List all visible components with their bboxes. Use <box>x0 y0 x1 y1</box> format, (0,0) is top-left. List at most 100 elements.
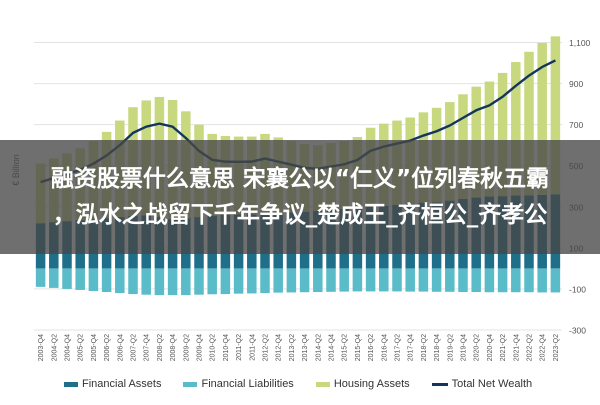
financial-liabilities-bar <box>247 268 257 294</box>
x-tick-label: 2012-Q2 <box>263 334 270 361</box>
housing-assets-bar <box>497 72 508 197</box>
legend-label: Total Net Wealth <box>451 378 533 390</box>
housing-assets-bar <box>484 81 495 197</box>
legend-swatch <box>315 381 330 387</box>
x-tick-label: 2009-Q2 <box>183 334 190 361</box>
financial-liabilities-bar <box>537 268 547 293</box>
x-tick-label: 2011-Q4 <box>249 334 256 361</box>
legend-item: Total Net Wealth <box>431 378 533 390</box>
x-tick-label: 2019-Q2 <box>447 334 454 361</box>
x-tick-label: 2019-Q4 <box>461 334 468 361</box>
headline-line-2: ，泓水之战留下千年争议_楚成王_齐桓公_齐孝公 <box>52 202 548 228</box>
x-tick-label: 2018-Q4 <box>434 334 441 361</box>
financial-liabilities-bar <box>418 268 429 292</box>
financial-liabilities-bar <box>379 268 389 292</box>
headline-overlay: 融资股票什么意思 宋襄公以“仁义”位列春秋五霸 ，泓水之战留下千年争议_楚成王_… <box>0 140 600 254</box>
headline-line-1: 融资股票什么意思 宋襄公以“仁义”位列春秋五霸 <box>50 166 550 192</box>
financial-liabilities-bar <box>524 268 534 293</box>
financial-liabilities-bar <box>458 268 468 293</box>
financial-liabilities-bar <box>497 268 508 293</box>
financial-liabilities-bar <box>286 268 297 293</box>
financial-liabilities-bar <box>115 268 125 294</box>
financial-liabilities-bar <box>352 268 363 292</box>
legend-label: Financial Liabilities <box>201 378 294 390</box>
x-tick-label: 2013-Q4 <box>302 334 309 361</box>
financial-liabilities-bar <box>471 268 481 293</box>
financial-liabilities-bar <box>49 268 59 288</box>
legend-item: Housing Assets <box>315 378 410 390</box>
x-tick-label: 2010-Q4 <box>223 334 230 361</box>
x-tick-label: 2003-Q4 <box>38 334 45 361</box>
x-tick-label: 2016-Q4 <box>381 334 388 361</box>
financial-liabilities-bar <box>233 268 244 294</box>
housing-assets-bar <box>550 36 561 195</box>
x-tick-label: 2012-Q4 <box>276 334 283 361</box>
x-tick-label: 2022-Q2 <box>527 334 534 361</box>
legend-swatch <box>431 382 448 386</box>
x-tick-label: 2013-Q2 <box>289 334 296 361</box>
y-tick-label: -100 <box>569 284 586 294</box>
x-tick-label: 2023-Q2 <box>553 334 560 361</box>
financial-liabilities-bar <box>431 268 442 292</box>
x-tick-label: 2017-Q2 <box>395 334 402 361</box>
x-tick-label: 2007-Q4 <box>144 334 151 361</box>
financial-liabilities-bar <box>405 268 415 292</box>
financial-liabilities-bar <box>75 268 85 290</box>
legend-swatch <box>64 381 78 387</box>
y-tick-label: 1,100 <box>569 38 591 48</box>
legend-item: Financial Liabilities <box>183 378 294 390</box>
financial-liabilities-bar <box>313 268 323 293</box>
financial-liabilities-bar <box>550 268 561 293</box>
x-tick-label: 2017-Q4 <box>408 334 415 361</box>
financial-liabilities-bar <box>511 268 521 293</box>
x-tick-label: 2007-Q2 <box>131 334 138 361</box>
financial-liabilities-bar <box>299 268 310 293</box>
x-tick-label: 2014-Q4 <box>329 334 336 361</box>
financial-liabilities-bar <box>128 268 138 295</box>
financial-liabilities-bar <box>392 268 402 292</box>
x-tick-label: 2008-Q4 <box>170 334 177 361</box>
financial-liabilities-bar <box>273 268 283 293</box>
financial-liabilities-bar <box>141 268 151 295</box>
y-tick-label: 900 <box>569 79 583 89</box>
housing-assets-bar <box>537 42 547 195</box>
legend-label: Financial Assets <box>82 378 162 390</box>
financial-liabilities-bar <box>365 268 376 292</box>
x-tick-label: 2008-Q2 <box>157 334 164 361</box>
housing-assets-bar <box>511 62 521 196</box>
x-tick-label: 2015-Q4 <box>355 334 362 361</box>
x-tick-label: 2015-Q2 <box>342 334 349 361</box>
financial-liabilities-bar <box>207 268 217 295</box>
financial-liabilities-bar <box>220 268 231 295</box>
x-tick-label: 2004-Q2 <box>51 334 58 361</box>
x-tick-label: 2018-Q2 <box>421 334 428 361</box>
housing-assets-bar <box>524 51 534 196</box>
x-tick-label: 2011-Q2 <box>236 334 243 361</box>
financial-liabilities-bar <box>339 268 349 292</box>
x-tick-label: 2014-Q2 <box>315 334 322 361</box>
financial-liabilities-bar <box>445 268 455 292</box>
financial-liabilities-bar <box>62 268 72 289</box>
x-tick-label: 2005-Q2 <box>78 334 85 361</box>
x-tick-label: 2009-Q4 <box>197 334 204 361</box>
y-tick-label: 700 <box>569 120 583 130</box>
x-tick-label: 2020-Q2 <box>474 334 481 361</box>
financial-liabilities-bar <box>326 268 336 292</box>
financial-liabilities-bar <box>154 268 165 296</box>
financial-liabilities-bar <box>260 268 270 294</box>
x-tick-label: 2010-Q2 <box>210 334 217 361</box>
financial-liabilities-bar <box>101 268 112 293</box>
x-tick-label: 2020-Q4 <box>487 334 494 361</box>
financial-liabilities-bar <box>484 268 495 293</box>
x-tick-label: 2006-Q4 <box>117 334 124 361</box>
chart-legend: Financial Assets Financial Liabilities Hou… <box>64 374 594 394</box>
x-tick-label: 2016-Q2 <box>368 334 375 361</box>
financial-liabilities-bar <box>88 268 99 291</box>
financial-liabilities-bar <box>194 268 204 295</box>
legend-label: Housing Assets <box>333 378 410 390</box>
y-tick-label: -300 <box>569 326 586 336</box>
x-tick-label: 2005-Q4 <box>91 334 98 361</box>
x-tick-label: 2021-Q4 <box>513 334 520 361</box>
legend-swatch <box>183 381 198 387</box>
x-tick-label: 2021-Q2 <box>500 334 507 361</box>
